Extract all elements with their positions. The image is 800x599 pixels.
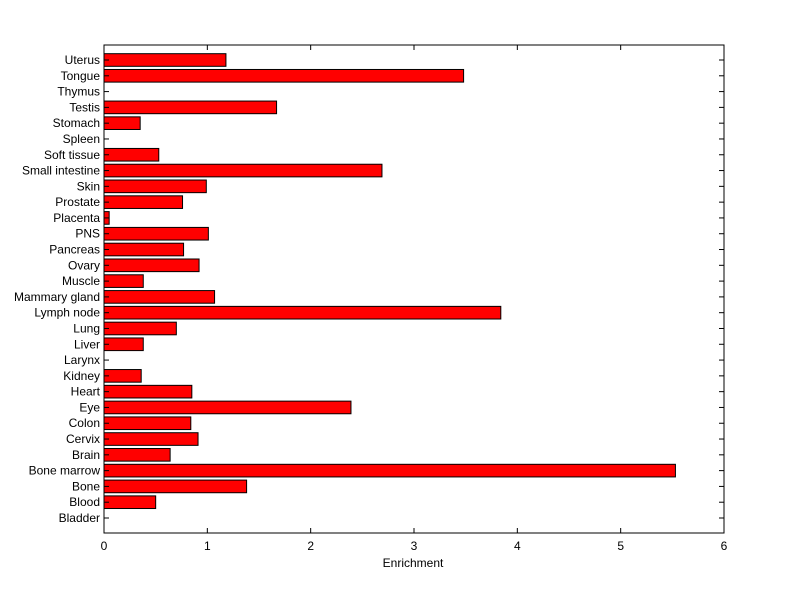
y-tick-label-pns: PNS <box>75 227 100 241</box>
bar-muscle <box>103 274 144 288</box>
y-tick-label-uterus: Uterus <box>65 53 100 67</box>
bar-pns <box>103 226 209 241</box>
bar-prostate <box>103 195 184 209</box>
x-tick-label-5: 5 <box>617 539 624 553</box>
bar-liver <box>103 337 144 352</box>
x-tick-labels: 0 1 2 3 4 5 6 <box>101 539 728 553</box>
y-tick-label-eye: Eye <box>79 400 100 414</box>
bar-cervix <box>103 432 199 446</box>
bars-group <box>103 53 676 510</box>
plot-frame <box>103 44 725 534</box>
y-tick-label-colon: Colon <box>69 416 100 430</box>
bar-blood <box>103 495 157 510</box>
y-tick-label-lung: Lung <box>73 321 100 335</box>
bar-stomach <box>103 116 141 130</box>
bar-tongue <box>103 68 465 83</box>
y-tick-label-larynx: Larynx <box>64 353 100 367</box>
y-tick-label-small-intestine: Small intestine <box>22 164 100 178</box>
y-tick-label-cervix: Cervix <box>66 432 100 446</box>
bar-mammary-gland <box>103 290 216 304</box>
x-tick-label-4: 4 <box>514 539 521 553</box>
y-tick-label-ovary: Ovary <box>68 258 100 272</box>
x-tick-label-3: 3 <box>411 539 418 553</box>
bar-colon <box>103 416 192 431</box>
y-tick-label-liver: Liver <box>74 337 100 351</box>
y-tick-label-kidney: Kidney <box>63 369 100 383</box>
x-tick-label-6: 6 <box>721 539 728 553</box>
y-tick-label-mammary-gland: Mammary gland <box>14 290 100 304</box>
bar-testis <box>103 100 278 115</box>
bar-heart <box>103 384 193 399</box>
y-tick-label-thymus: Thymus <box>57 85 100 99</box>
bar-lymph-node <box>103 305 502 320</box>
y-tick-label-heart: Heart <box>71 385 101 399</box>
y-tick-label-lymph-node: Lymph node <box>34 306 100 320</box>
bar-skin <box>103 179 207 194</box>
y-tick-label-placenta: Placenta <box>53 211 100 225</box>
bar-bone <box>103 479 248 494</box>
y-tick-label-prostate: Prostate <box>55 195 100 209</box>
y-tick-label-soft-tissue: Soft tissue <box>44 148 100 162</box>
y-tick-label-bone: Bone <box>72 479 100 493</box>
y-tick-label-brain: Brain <box>72 448 100 462</box>
y-tick-label-tongue: Tongue <box>61 69 101 83</box>
y-tick-label-skin: Skin <box>77 179 100 193</box>
y-tick-label-testis: Testis <box>69 100 100 114</box>
bar-bone-marrow <box>103 463 676 478</box>
x-tick-label-0: 0 <box>101 539 108 553</box>
bar-kidney <box>103 369 142 383</box>
bar-lung <box>103 321 177 336</box>
bar-brain <box>103 448 171 462</box>
x-tick-label-2: 2 <box>307 539 314 553</box>
bar-uterus <box>103 53 227 67</box>
bar-pancreas <box>103 242 185 257</box>
ticks-group <box>103 45 725 533</box>
bar-soft-tissue <box>103 147 160 162</box>
y-tick-label-pancreas: Pancreas <box>49 243 100 257</box>
bar-small-intestine <box>103 163 383 178</box>
x-axis-title: Enrichment <box>383 556 444 570</box>
y-tick-label-bone-marrow: Bone marrow <box>29 464 101 478</box>
bar-eye <box>103 400 352 415</box>
y-tick-label-bladder: Bladder <box>59 511 100 525</box>
y-tick-label-blood: Blood <box>69 495 100 509</box>
x-tick-label-1: 1 <box>204 539 211 553</box>
y-tick-label-muscle: Muscle <box>62 274 100 288</box>
y-tick-label-stomach: Stomach <box>53 116 100 130</box>
y-tick-label-spleen: Spleen <box>63 132 100 146</box>
bar-ovary <box>103 258 200 273</box>
